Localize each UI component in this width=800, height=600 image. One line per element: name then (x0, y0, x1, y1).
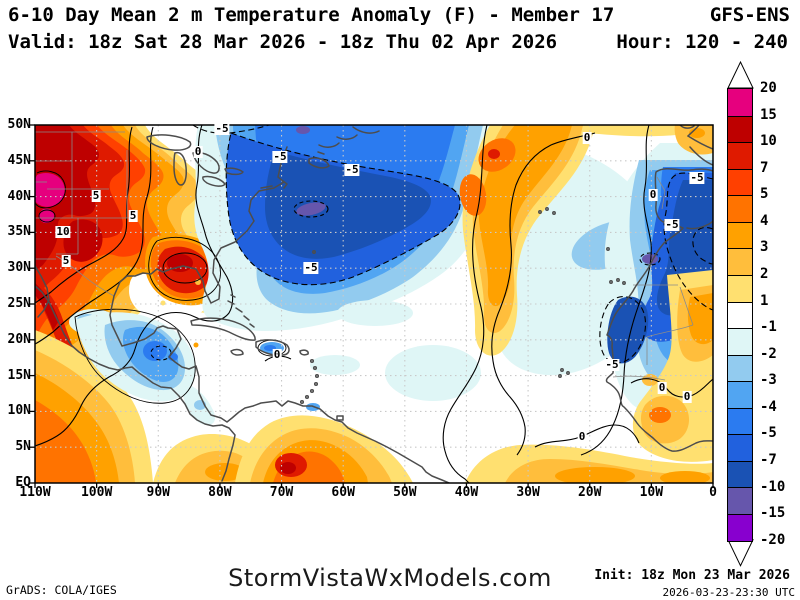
colorbar-tick--15: -15 (760, 505, 786, 522)
lon-label-20W: 20W (577, 485, 602, 500)
lat-lon-gridlines (35, 125, 713, 483)
africa-warm-fill (632, 125, 713, 462)
valid-range: Valid: 18z Sat 28 Mar 2026 - 18z Thu 02 … (8, 31, 558, 53)
coastlines (35, 125, 713, 483)
colorbar-cell (728, 434, 752, 461)
contour-label: 0 (193, 145, 203, 158)
watermark-site: StormVistaWxModels.com (228, 564, 552, 592)
colorbar-cell (728, 168, 752, 196)
forecast-hour: Hour: 120 - 240 (616, 31, 788, 53)
lat-label-45N: 45N (7, 152, 31, 168)
colorbar-cell (728, 274, 752, 302)
colorbar-cell (728, 328, 752, 355)
contour-lines (35, 125, 713, 483)
generated-timestamp: 2026-03-23-23:30 UTC (662, 586, 795, 599)
lon-label-70W: 70W (269, 485, 294, 500)
lon-label-0: 0 (709, 485, 717, 500)
lat-label-25N: 25N (7, 296, 31, 311)
colorbar-cell (728, 221, 752, 249)
init-time: Init: 18z Mon 23 Mar 2026 (594, 568, 790, 583)
model-label: GFS-ENS (709, 4, 790, 26)
contour-label: -5 (604, 358, 620, 371)
contour-label: 5 (61, 254, 71, 267)
colorbar-tick--2: -2 (760, 345, 777, 362)
colorbar-tick-2: 2 (760, 265, 769, 282)
lon-label-110W: 110W (19, 485, 51, 500)
contour-label: -5 (214, 122, 230, 135)
lat-label-20N: 20N (7, 331, 31, 347)
colorbar-tick-1: 1 (760, 292, 769, 309)
colorbar-cell (728, 195, 752, 222)
gulf-cold-fill (69, 309, 284, 425)
colorbar-arrow-down (727, 539, 754, 567)
contour-label: -5 (689, 171, 705, 184)
lon-label-80W: 80W (208, 485, 232, 500)
page-title: 6-10 Day Mean 2 m Temperature Anomaly (F… (8, 4, 615, 26)
contour-label: 5 (91, 189, 101, 202)
colorbar (727, 88, 753, 542)
colorbar-tick--4: -4 (760, 398, 777, 415)
lon-label-50W: 50W (393, 485, 417, 500)
contour-label: 0 (272, 348, 282, 361)
grads-credit: GrADS: COLA/IGES (6, 583, 117, 597)
tropics-warm-fill (35, 330, 713, 483)
lon-label-30W: 30W (516, 485, 540, 500)
lon-label-40W: 40W (454, 485, 479, 500)
colorbar-tick-4: 4 (760, 212, 769, 229)
contour-label: -5 (344, 163, 360, 176)
colorbar-tick--10: -10 (760, 478, 786, 495)
contour-label: -5 (272, 150, 288, 163)
colorbar-cell (728, 142, 752, 169)
lon-label-10W: 10W (639, 485, 664, 500)
colorbar-cell (728, 301, 752, 329)
contour-label: -5 (664, 218, 680, 231)
colorbar-cell (728, 460, 752, 488)
contour-label: 0 (657, 381, 667, 394)
lat-label-10N: 10N (7, 403, 31, 419)
colorbar-tick--7: -7 (760, 451, 777, 468)
contour-label: 0 (577, 430, 587, 443)
contour-label: 0 (648, 188, 658, 201)
contour-label: 0 (582, 131, 592, 144)
colorbar-cell (728, 407, 752, 435)
colorbar-cell (728, 354, 752, 382)
colorbar-tick-15: 15 (760, 106, 777, 123)
lon-label-100W: 100W (80, 485, 113, 500)
colorbar-tick-20: 20 (760, 80, 777, 96)
colorbar-tick-7: 7 (760, 159, 769, 176)
lat-label-50N: 50N (7, 117, 31, 132)
colorbar-arrow-up (727, 60, 754, 89)
lon-label-90W: 90W (146, 485, 170, 500)
lon-label-60W: 60W (331, 485, 355, 500)
lat-label-5N: 5N (15, 439, 31, 455)
colorbar-tick-5: 5 (760, 186, 769, 203)
contour-label: 5 (128, 209, 138, 222)
lat-label-EQ: EQ (15, 475, 31, 490)
colorbar-cell (728, 248, 752, 275)
colorbar-tick-10: 10 (760, 133, 777, 150)
colorbar-cell (728, 381, 752, 408)
lat-label-15N: 15N (7, 367, 31, 383)
contour-label: 10 (55, 225, 71, 238)
colorbar-tick--3: -3 (760, 372, 777, 389)
state-country-borders (35, 131, 694, 381)
lat-label-30N: 30N (7, 260, 31, 276)
lat-label-35N: 35N (7, 224, 31, 240)
lat-label-40N: 40N (7, 188, 31, 204)
contour-label: 0 (682, 390, 692, 403)
colorbar-tick--5: -5 (760, 425, 777, 442)
contour-label: -5 (303, 261, 319, 274)
axis-ticks (30, 124, 714, 488)
colorbar-tick--1: -1 (760, 319, 777, 336)
colorbar-tick--20: -20 (760, 531, 786, 548)
colorbar-cell (728, 115, 752, 143)
colorbar-tick-3: 3 (760, 239, 769, 256)
colorbar-cell (728, 514, 752, 541)
colorbar-cell (728, 487, 752, 514)
colorbar-cell (728, 89, 752, 116)
